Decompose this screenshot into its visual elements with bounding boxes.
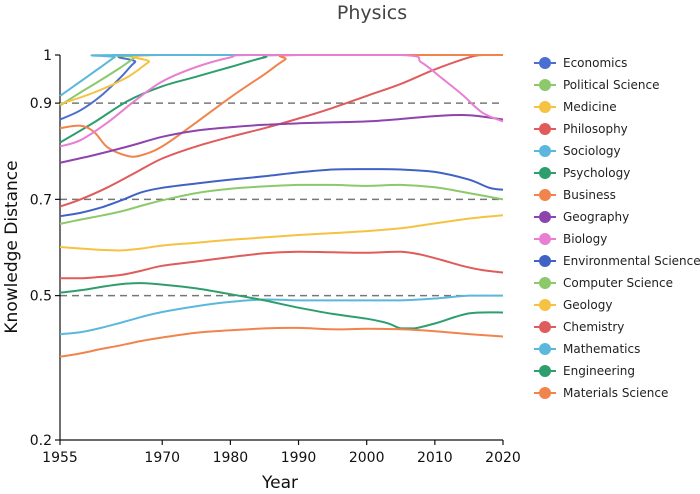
legend-marker <box>539 255 551 267</box>
legend-marker <box>539 167 551 179</box>
legend-marker <box>539 101 551 113</box>
series-line-materials-science <box>59 326 504 358</box>
legend-item-business: Business <box>534 188 616 202</box>
y-tick-label: 0.2 <box>30 433 52 449</box>
reference-lines <box>60 102 503 297</box>
legend-item-philosophy: Philosophy <box>534 122 628 136</box>
legend-label: Computer Science <box>563 276 673 290</box>
y-tick-label: 0.5 <box>30 289 52 305</box>
legend-marker <box>539 365 551 377</box>
legend-item-political-science: Political Science <box>534 78 659 92</box>
series-line-geology <box>59 214 504 252</box>
series-line-economics <box>59 53 503 121</box>
legend-marker <box>539 343 551 355</box>
legend-item-sociology: Sociology <box>534 144 621 158</box>
legend-item-psychology: Psychology <box>534 166 630 180</box>
y-axis-label: Knowledge Distance <box>2 160 22 333</box>
legend-marker <box>539 211 551 223</box>
x-tick-label: 1970 <box>144 450 180 466</box>
legend-label: Psychology <box>563 166 630 180</box>
chart-title: Physics <box>337 2 407 24</box>
series-line-environmental-science <box>59 168 504 218</box>
legend-marker <box>539 387 551 399</box>
legend-label: Geography <box>563 210 629 224</box>
series-line-geography <box>59 114 504 164</box>
legend-label: Materials Science <box>563 386 668 400</box>
y-tick-label: 0.9 <box>30 96 52 112</box>
series-layer <box>59 53 504 358</box>
legend-marker <box>539 299 551 311</box>
legend-label: Chemistry <box>563 320 624 334</box>
legend: Economics Political Science Medicine Philos… <box>534 56 700 400</box>
legend-item-materials-science: Materials Science <box>534 386 668 400</box>
legend-label: Mathematics <box>563 342 640 356</box>
legend-marker <box>539 57 551 69</box>
x-tick-label: 1955 <box>42 450 78 466</box>
legend-marker <box>539 189 551 201</box>
legend-item-environmental-science: Environmental Science <box>534 254 700 268</box>
series-line-computer-science <box>59 183 504 225</box>
legend-marker <box>539 233 551 245</box>
legend-label: Economics <box>563 56 627 70</box>
series-line-mathematics <box>59 294 503 336</box>
legend-label: Philosophy <box>563 122 628 136</box>
axes: 0.2 0.5 0.7 0.9 1 1955 1970 1980 1990 2000 2010 202… <box>30 48 521 466</box>
legend-marker <box>539 79 551 91</box>
legend-item-medicine: Medicine <box>534 100 617 114</box>
legend-label: Environmental Science <box>563 254 700 268</box>
legend-item-economics: Economics <box>534 56 627 70</box>
x-axis-label: Year <box>261 473 298 493</box>
x-tick-label: 2010 <box>417 450 453 466</box>
legend-item-biology: Biology <box>534 232 607 246</box>
legend-marker <box>539 123 551 135</box>
series-line-biology <box>59 53 504 148</box>
legend-label: Medicine <box>563 100 617 114</box>
legend-item-computer-science: Computer Science <box>534 276 673 290</box>
series-line-engineering <box>59 282 504 330</box>
legend-label: Engineering <box>563 364 635 378</box>
y-tick-label: 1 <box>43 48 52 64</box>
legend-item-geology: Geology <box>534 298 612 312</box>
x-tick-label: 2020 <box>485 450 521 466</box>
series-line-chemistry <box>59 250 504 280</box>
legend-label: Business <box>563 188 616 202</box>
legend-marker <box>539 145 551 157</box>
x-tick-label: 2000 <box>349 450 385 466</box>
x-tick-label: 1980 <box>213 450 249 466</box>
legend-item-geography: Geography <box>534 210 629 224</box>
legend-marker <box>539 321 551 333</box>
legend-item-mathematics: Mathematics <box>534 342 640 356</box>
legend-label: Biology <box>563 232 607 246</box>
legend-item-chemistry: Chemistry <box>534 320 624 334</box>
legend-item-engineering: Engineering <box>534 364 635 378</box>
x-tick-label: 1990 <box>281 450 317 466</box>
legend-label: Geology <box>563 298 612 312</box>
y-tick-label: 0.7 <box>30 192 52 208</box>
legend-label: Political Science <box>563 78 659 92</box>
legend-label: Sociology <box>563 144 621 158</box>
legend-marker <box>539 277 551 289</box>
